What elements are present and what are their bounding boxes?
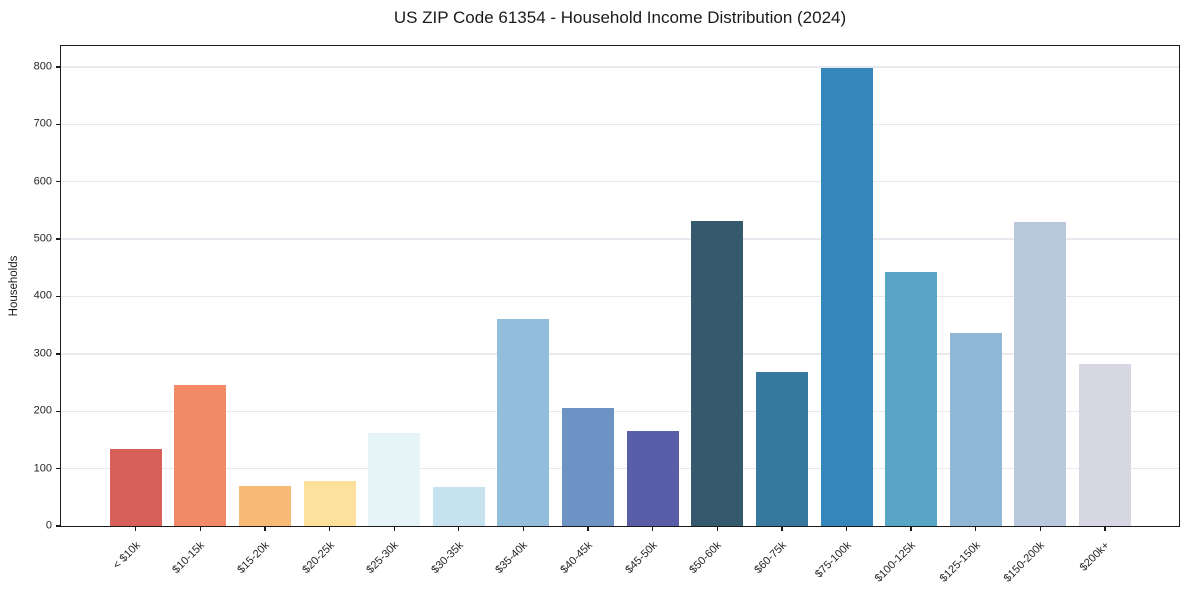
y-axis-label: Households xyxy=(8,255,20,317)
y-tick-label-200: 200 xyxy=(33,404,52,417)
chart-title: US ZIP Code 61354 - Household Income Dis… xyxy=(393,8,847,27)
bar-60-75k xyxy=(755,372,808,526)
y-tick-mark-500 xyxy=(56,238,61,240)
y-tick-mark-700 xyxy=(56,123,61,125)
y-tick-label-700: 700 xyxy=(33,117,52,130)
y-tick-label-800: 800 xyxy=(33,60,52,73)
x-tick-mark-0 xyxy=(135,526,137,531)
y-tick-mark-0 xyxy=(56,525,61,527)
y-tick-mark-300 xyxy=(56,353,61,355)
bar-75-100k xyxy=(820,68,873,526)
bar-35-40k xyxy=(497,319,550,526)
plot-area: 0 100 200 300 400 500 600 700 800 < $10k $10-15k $1… xyxy=(34,45,1180,585)
bar-45-50k xyxy=(626,431,679,526)
x-tick-label-11: $75-100k xyxy=(812,539,854,581)
x-tick-label-12: $100-125k xyxy=(872,539,919,585)
y-tick-mark-400 xyxy=(56,295,61,298)
x-tick-mark-4 xyxy=(393,526,395,531)
x-tick-mark-8 xyxy=(652,526,654,531)
x-tick-label-6: $35-40k xyxy=(493,539,531,577)
x-tick-label-5: $30-35k xyxy=(429,539,466,577)
y-tick-label-0: 0 xyxy=(45,519,52,532)
x-tick-label-10: $60-75k xyxy=(752,539,789,577)
x-tick-mark-2 xyxy=(264,526,266,531)
gridline-y800 xyxy=(61,66,1179,68)
y-tick-label-600: 600 xyxy=(33,175,52,188)
y-tick-mark-200 xyxy=(56,410,61,412)
bar-10k xyxy=(109,448,162,526)
bar-15-20k xyxy=(238,485,291,526)
x-tick-mark-5 xyxy=(458,526,460,531)
y-tick-mark-800 xyxy=(56,66,61,68)
x-tick-mark-12 xyxy=(910,526,912,531)
bar-125-150k xyxy=(949,333,1002,526)
x-tick-mark-7 xyxy=(587,526,589,531)
y-tick-label-500: 500 xyxy=(33,232,52,245)
x-tick-label-3: $20-25k xyxy=(299,539,337,577)
bar-30-35k xyxy=(432,486,485,526)
y-tick-mark-100 xyxy=(56,467,61,470)
bar-50-60k xyxy=(691,221,744,526)
x-tick-label-1: $10-15k xyxy=(170,539,208,577)
gridline-y700 xyxy=(61,123,1179,126)
gridline-y100 xyxy=(61,467,1179,470)
x-tick-mark-9 xyxy=(716,526,718,531)
bar-150-200k xyxy=(1014,222,1067,526)
bar-40-45k xyxy=(562,408,615,526)
x-tick-label-14: $150-200k xyxy=(1002,539,1048,585)
x-tick-mark-13 xyxy=(975,526,977,531)
x-tick-label-7: $40-45k xyxy=(558,539,595,577)
x-tick-mark-11 xyxy=(845,526,848,531)
x-tick-mark-6 xyxy=(522,526,525,531)
gridline-y400 xyxy=(61,295,1179,298)
gridline-y500 xyxy=(61,238,1179,240)
x-tick-label-0: < $10k xyxy=(110,539,143,572)
bar-200k xyxy=(1079,364,1131,526)
x-tick-mark-1 xyxy=(199,526,201,531)
x-tick-label-4: $25-30k xyxy=(364,539,402,577)
bar-10-15k xyxy=(174,385,227,526)
x-tick-mark-10 xyxy=(781,526,783,531)
gridline-y200 xyxy=(61,410,1179,412)
x-tick-label-2: $15-20k xyxy=(235,539,272,577)
x-tick-label-15: $200k+ xyxy=(1077,539,1112,574)
y-tick-mark-600 xyxy=(56,181,61,183)
bar-20-25k xyxy=(303,481,356,526)
y-tick-label-300: 300 xyxy=(33,347,52,360)
x-tick-label-8: $45-50k xyxy=(622,539,660,577)
x-tick-mark-14 xyxy=(1039,526,1042,531)
x-tick-mark-15 xyxy=(1104,526,1106,531)
gridline-y600 xyxy=(61,180,1179,183)
x-tick-label-9: $50-60k xyxy=(687,539,725,577)
y-tick-label-400: 400 xyxy=(33,289,52,302)
bar-25-30k xyxy=(368,433,421,526)
bar-100-125k xyxy=(885,271,938,526)
y-tick-label-100: 100 xyxy=(33,462,52,475)
gridline-y300 xyxy=(61,353,1179,355)
x-tick-label-13: $125-150k xyxy=(937,539,983,585)
x-tick-mark-3 xyxy=(328,526,331,531)
